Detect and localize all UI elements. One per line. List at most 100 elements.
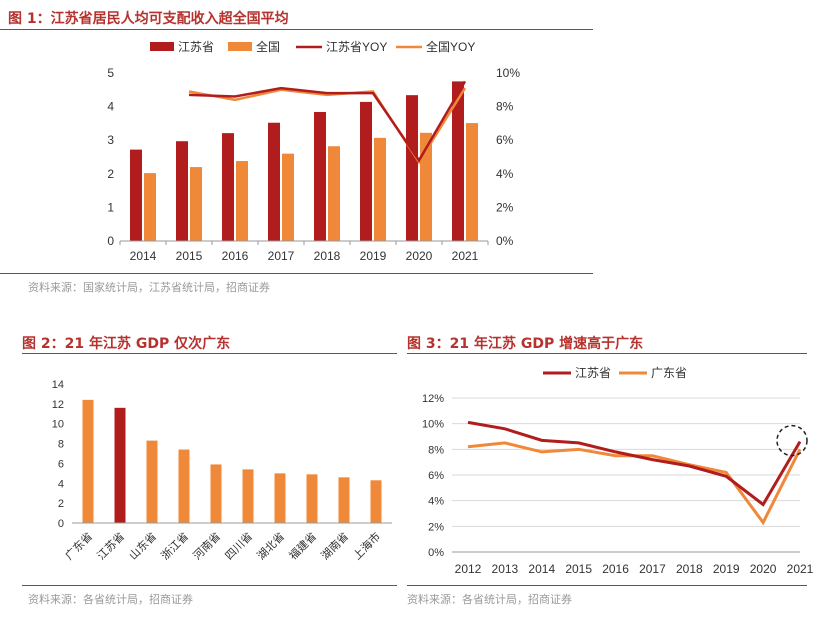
figure3-title-rule: [407, 353, 807, 354]
y-tick-label: 6: [58, 458, 64, 470]
figure3-source: 资料来源：各省统计局，招商证券: [407, 593, 572, 606]
y-left-tick-label: 2: [107, 167, 114, 181]
x-tick-label: 2014: [528, 562, 555, 576]
x-tick-label: 2014: [130, 249, 157, 263]
chart2-provincial-gdp: 0 2 4 6 8 10 12 14 广东省 江苏省 山东省 浙江省 河南省 四川省 湖北省 福建省 湖南省 上海…: [52, 379, 392, 563]
x-tick-label: 广东省: [63, 530, 96, 563]
bar-national-2015: [190, 167, 202, 241]
bar-jiangsu-2020: [406, 95, 418, 242]
x-tick-label: 浙江省: [159, 530, 192, 563]
bar-湖北省: [274, 473, 286, 523]
chart3-gdp-growth: 江苏省 广东省 0% 2% 4% 6% 8% 10% 12% 2012 2013 2014 2015 20…: [422, 366, 814, 576]
x-tick-label: 湖北省: [255, 530, 288, 563]
bar-national-2017: [282, 153, 294, 241]
bar-jiangsu-2015: [176, 141, 188, 241]
bar-jiangsu-2018: [314, 111, 326, 241]
figure3-title: 图 3：21 年江苏 GDP 增速高于广东: [407, 336, 644, 352]
y-tick-label: 2%: [428, 521, 444, 533]
figure1-title-rule: [0, 29, 593, 30]
x-tick-label: 2019: [713, 562, 740, 576]
x-tick-label: 湖南省: [319, 530, 352, 563]
y-left-tick-label: 1: [107, 200, 114, 214]
y-tick-label: 0%: [428, 547, 444, 559]
bar-national-2016: [236, 161, 248, 241]
y-right-tick-label: 2%: [496, 200, 514, 214]
x-tick-label: 福建省: [286, 529, 319, 562]
y-tick-label: 8: [58, 439, 64, 451]
bar-jiangsu-2017: [268, 122, 280, 241]
bar-national-2014: [144, 173, 156, 241]
x-tick-label: 2017: [268, 249, 295, 263]
x-tick-label: 2013: [492, 562, 519, 576]
legend-label-jiangsu: 江苏省: [575, 366, 611, 380]
x-tick-label: 山东省: [127, 530, 160, 563]
y-tick-label: 4%: [428, 496, 444, 508]
y-right-tick-label: 8%: [496, 100, 514, 114]
x-tick-label: 2020: [406, 249, 433, 263]
x-tick-label: 2021: [787, 562, 814, 576]
y-left-tick-label: 5: [107, 66, 114, 80]
y-tick-label: 12%: [422, 393, 444, 405]
y-tick-label: 6%: [428, 470, 444, 482]
bar-national-2018: [328, 146, 340, 241]
x-tick-label: 2020: [750, 562, 777, 576]
figure2-bottom-rule: [22, 585, 397, 586]
y-left-tick-label: 3: [107, 133, 114, 147]
bar-national-2019: [374, 137, 386, 241]
x-tick-label: 2016: [602, 562, 629, 576]
figure1-title: 图 1：江苏省居民人均可支配收入超全国平均: [8, 11, 289, 27]
y-tick-label: 10: [52, 419, 64, 431]
y-right-tick-label: 4%: [496, 167, 514, 181]
x-tick-label: 上海市: [350, 529, 383, 562]
bar-jiangsu-2021: [452, 81, 464, 242]
legend-swatch-2: [228, 42, 252, 51]
y-tick-label: 0: [58, 518, 64, 530]
x-tick-label: 2015: [565, 562, 592, 576]
y-left-tick-label: 4: [107, 100, 114, 114]
legend-label-2: 全国: [256, 39, 280, 54]
x-tick-label: 2021: [452, 249, 479, 263]
y-right-tick-label: 6%: [496, 133, 514, 147]
bar-national-2021: [466, 123, 478, 241]
bar-jiangsu-2019: [360, 101, 372, 242]
y-tick-label: 2: [58, 498, 64, 510]
x-tick-label: 四川省: [223, 530, 256, 563]
bar-上海市: [370, 480, 382, 523]
x-tick-label: 2016: [222, 249, 249, 263]
y-tick-label: 10%: [422, 419, 444, 431]
x-tick-label: 2012: [455, 562, 482, 576]
bar-jiangsu-2014: [130, 149, 142, 241]
figure3-bottom-rule: [407, 585, 807, 586]
figure1-bottom-rule: [0, 273, 593, 274]
highlight-circle: [776, 424, 808, 457]
bar-jiangsu-2016: [222, 133, 234, 241]
x-tick-label: 2018: [314, 249, 341, 263]
x-tick-label: 江苏省: [95, 530, 128, 563]
line-jiangsu: [467, 420, 802, 507]
y-tick-label: 4: [58, 478, 64, 490]
bar-广东省: [82, 399, 94, 523]
legend-label-3: 江苏省YOY: [326, 40, 387, 54]
bar-河南省: [210, 464, 222, 523]
x-tick-label: 2017: [639, 562, 666, 576]
bar-浙江省: [178, 449, 190, 523]
x-tick-label: 2015: [176, 249, 203, 263]
bar-福建省: [306, 474, 318, 523]
legend-swatch-1: [150, 42, 174, 51]
y-left-tick-label: 0: [107, 234, 114, 248]
figure2-title-rule: [22, 353, 397, 354]
bar-江苏省: [114, 407, 126, 523]
legend-label-guangdong: 广东省: [651, 366, 687, 380]
y-right-tick-label: 0%: [496, 234, 514, 248]
legend-label-4: 全国YOY: [426, 39, 475, 54]
figure2-source: 资料来源：各省统计局，招商证券: [28, 593, 193, 606]
x-tick-label: 2018: [676, 562, 703, 576]
x-tick-label: 2019: [360, 249, 387, 263]
legend-label-1: 江苏省: [178, 40, 214, 54]
figure2-title: 图 2：21 年江苏 GDP 仅次广东: [22, 336, 231, 352]
bar-四川省: [242, 469, 254, 523]
y-right-tick-label: 10%: [496, 66, 520, 80]
y-tick-label: 8%: [428, 444, 444, 456]
chart1-income: 江苏省 全国 江苏省YOY 全国YOY 0 1 2 3 4 5 0% 2% 4% 6% 8% 10% 2014 2…: [107, 39, 520, 263]
y-tick-label: 14: [52, 379, 64, 391]
